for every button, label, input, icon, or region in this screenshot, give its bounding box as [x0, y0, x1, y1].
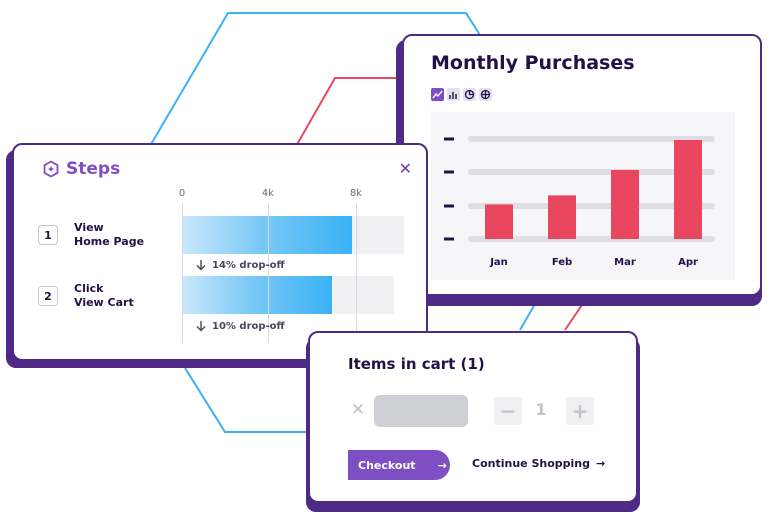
axis-label-4k: 4k	[261, 188, 275, 199]
step-2-dropoff-text: 10% drop-off	[212, 321, 285, 332]
step-2-bar	[182, 276, 332, 314]
bar-apr	[674, 139, 702, 239]
step-1-number: 1	[38, 225, 58, 245]
remove-item-icon[interactable]: ✕	[350, 400, 366, 420]
grid-icon[interactable]	[479, 88, 492, 101]
step-2-target: View Cart	[74, 296, 134, 309]
y-axis-tick-mark	[444, 204, 454, 208]
red-connector-line	[294, 77, 420, 149]
step-2-dropoff: 10% drop-off	[196, 321, 285, 332]
sparkle-cube-icon	[43, 160, 59, 178]
steps-funnel-card: Steps ✕ 0 4k 8k 1 View Home Page 14% dro…	[12, 143, 428, 361]
x-tick-label-mar: Mar	[614, 257, 636, 268]
y-axis-tick-mark	[444, 137, 454, 141]
blue-connector-line	[149, 12, 481, 147]
checkout-label: Checkout	[358, 458, 416, 472]
arrow-down-icon	[196, 260, 206, 271]
checkout-button[interactable]: Checkout →	[348, 450, 450, 480]
step-2-number: 2	[38, 286, 58, 306]
steps-title: Steps	[66, 159, 121, 179]
red-connector-line-bottom	[564, 304, 583, 331]
quantity-value: 1	[535, 400, 547, 419]
purchases-title: Monthly Purchases	[431, 52, 635, 74]
steps-header: Steps	[42, 159, 120, 179]
monthly-purchases-card: Monthly Purchases Jan Feb Mar Apr	[402, 34, 762, 296]
x-tick-label-apr: Apr	[678, 257, 698, 268]
x-tick-label-feb: Feb	[552, 257, 572, 268]
blue-connector-line-mid	[519, 303, 536, 331]
bar-feb	[548, 195, 576, 239]
bar-chart-icon[interactable]	[447, 88, 460, 101]
x-tick-label-jan: Jan	[489, 257, 508, 268]
axis-label-0: 0	[178, 188, 186, 199]
gridline-8k	[356, 203, 357, 343]
arrow-right-icon: →	[595, 457, 606, 470]
y-axis-tick-mark	[444, 237, 454, 241]
purchases-chart: Jan Feb Mar Apr	[431, 112, 735, 280]
line-chart-icon[interactable]	[431, 88, 444, 101]
step-1-dropoff-text: 14% drop-off	[212, 260, 285, 271]
arrow-down-icon	[196, 321, 206, 332]
decrease-quantity-button[interactable]: −	[494, 397, 522, 425]
continue-shopping-label: Continue Shopping	[472, 457, 590, 470]
axis-label-8k: 8k	[349, 188, 363, 199]
blue-connector-line-bottom	[184, 367, 310, 433]
cart-item-placeholder	[374, 395, 468, 427]
gridline-4k	[268, 203, 269, 343]
purchases-bar-chart: Jan Feb Mar Apr	[444, 136, 715, 268]
step-1-target: Home Page	[74, 235, 145, 248]
cart-title: Items in cart (1)	[348, 355, 485, 373]
continue-shopping-link[interactable]: Continue Shopping →	[472, 457, 605, 470]
cart-card: Items in cart (1) ✕ − 1 + Checkout → Con…	[308, 331, 638, 503]
increase-quantity-button[interactable]: +	[566, 397, 594, 425]
chart-type-toolbar	[431, 88, 492, 101]
close-icon[interactable]: ✕	[398, 159, 412, 178]
bar-mar	[611, 169, 639, 239]
step-1-label: View Home Page	[74, 221, 144, 249]
pie-chart-icon[interactable]	[463, 88, 476, 101]
step-2-label: Click View Cart	[74, 282, 134, 310]
step-1-bar	[182, 216, 352, 254]
arrow-right-icon: →	[437, 458, 447, 472]
bar-jan	[485, 204, 513, 239]
y-axis-tick-mark	[444, 170, 454, 174]
step-1-dropoff: 14% drop-off	[196, 260, 285, 271]
gridline-0	[182, 203, 183, 343]
step-2-action: Click	[74, 282, 104, 295]
step-1-action: View	[74, 221, 104, 234]
